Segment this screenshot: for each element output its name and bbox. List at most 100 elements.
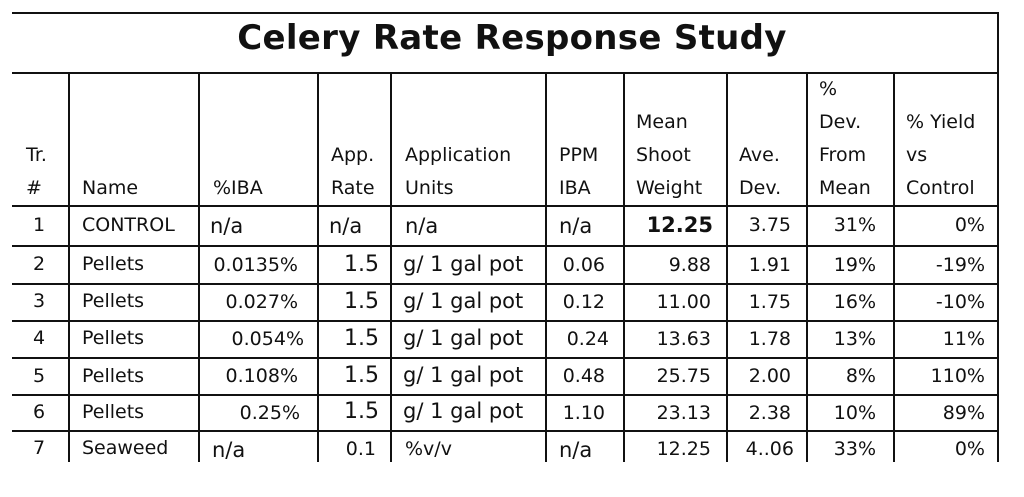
cell-iba: n/a bbox=[210, 214, 244, 238]
cell-rate: 1.5 bbox=[344, 252, 379, 277]
cell-units: %v/v bbox=[405, 438, 452, 460]
header-ave-dev: Ave. Dev. bbox=[739, 144, 782, 199]
col-divider bbox=[623, 72, 625, 462]
col-divider bbox=[317, 72, 319, 462]
header-divider bbox=[12, 205, 999, 207]
cell-ppm: 0.12 bbox=[562, 291, 605, 313]
header-iba: %IBA bbox=[213, 177, 263, 199]
cell-yield: 11% bbox=[942, 328, 985, 350]
cell-units: g/ 1 gal pot bbox=[403, 252, 524, 276]
col-divider bbox=[68, 72, 70, 462]
col-divider bbox=[806, 72, 808, 462]
cell-yield: 89% bbox=[942, 402, 985, 424]
header-pct-dev-from-mean: % Dev. From Mean bbox=[819, 78, 871, 199]
cell-tr: 5 bbox=[33, 365, 46, 387]
cell-ppm: 0.24 bbox=[566, 328, 609, 350]
cell-pctdev: 31% bbox=[833, 214, 876, 236]
cell-tr: 2 bbox=[33, 253, 46, 275]
row-divider bbox=[12, 320, 999, 322]
col-divider bbox=[726, 72, 728, 462]
cell-iba: 0.108% bbox=[225, 365, 298, 387]
cell-name: Seaweed bbox=[82, 437, 169, 459]
cell-pctdev: 19% bbox=[833, 254, 876, 276]
row-divider bbox=[12, 283, 999, 285]
cell-tr: 3 bbox=[33, 290, 46, 312]
cell-name: CONTROL bbox=[82, 214, 175, 236]
cell-ppm: n/a bbox=[559, 214, 593, 238]
cell-iba: n/a bbox=[212, 438, 246, 462]
cell-name: Pellets bbox=[82, 401, 145, 423]
col-divider bbox=[893, 72, 895, 462]
cell-tr: 6 bbox=[33, 401, 46, 423]
col-divider bbox=[545, 72, 547, 462]
cell-rate: 1.5 bbox=[344, 326, 379, 351]
cell-units: n/a bbox=[405, 214, 439, 238]
cell-rate: 1.5 bbox=[344, 289, 379, 314]
cell-pctdev: 33% bbox=[833, 438, 876, 460]
cell-ppm: 0.48 bbox=[562, 365, 605, 387]
cell-iba: 0.25% bbox=[239, 402, 300, 424]
cell-mean: 23.13 bbox=[656, 402, 711, 424]
cell-yield: 0% bbox=[954, 438, 985, 460]
cell-units: g/ 1 gal pot bbox=[403, 399, 524, 423]
cell-rate: 1.5 bbox=[344, 363, 379, 388]
cell-ppm: 1.10 bbox=[562, 402, 605, 424]
cell-yield: -10% bbox=[935, 291, 985, 313]
cell-pctdev: 10% bbox=[833, 402, 876, 424]
cell-iba: 0.027% bbox=[225, 291, 298, 313]
cell-tr: 4 bbox=[33, 327, 46, 349]
cell-name: Pellets bbox=[82, 327, 145, 349]
row-divider bbox=[12, 430, 999, 432]
cell-avedev: 1.78 bbox=[748, 328, 791, 350]
cell-avedev: 1.91 bbox=[748, 254, 791, 276]
cell-avedev: 3.75 bbox=[748, 214, 791, 236]
col-divider bbox=[390, 72, 392, 462]
cell-mean: 12.25 bbox=[656, 438, 711, 460]
row-divider bbox=[12, 357, 999, 359]
cell-yield: 0% bbox=[954, 214, 985, 236]
row-divider bbox=[12, 245, 999, 247]
right-border bbox=[997, 12, 999, 462]
header-ppm-iba: PPM IBA bbox=[559, 144, 599, 199]
header-tr: Tr. # bbox=[26, 144, 47, 199]
cell-ppm: 0.06 bbox=[562, 254, 605, 276]
cell-avedev: 1.75 bbox=[748, 291, 791, 313]
cell-rate: 1.5 bbox=[344, 399, 379, 424]
cell-pctdev: 8% bbox=[845, 365, 876, 387]
cell-mean: 9.88 bbox=[668, 254, 711, 276]
top-border bbox=[12, 12, 999, 14]
cell-tr: 1 bbox=[33, 214, 46, 236]
cell-mean: 12.25 bbox=[646, 213, 713, 237]
title-divider bbox=[12, 72, 999, 74]
cell-units: g/ 1 gal pot bbox=[403, 326, 524, 350]
cell-pctdev: 16% bbox=[833, 291, 876, 313]
cell-pctdev: 13% bbox=[833, 328, 876, 350]
cell-name: Pellets bbox=[82, 290, 145, 312]
cell-name: Pellets bbox=[82, 253, 145, 275]
cell-units: g/ 1 gal pot bbox=[403, 289, 524, 313]
cell-rate: n/a bbox=[329, 214, 363, 238]
cell-units: g/ 1 gal pot bbox=[403, 363, 524, 387]
cell-ppm: n/a bbox=[559, 438, 593, 462]
cell-yield: 110% bbox=[930, 365, 985, 387]
cell-name: Pellets bbox=[82, 365, 145, 387]
header-name: Name bbox=[82, 177, 139, 199]
cell-mean: 25.75 bbox=[656, 365, 711, 387]
cell-iba: 0.054% bbox=[231, 328, 304, 350]
cell-avedev: 4..06 bbox=[745, 438, 794, 460]
cell-tr: 7 bbox=[33, 437, 46, 459]
header-app-rate: App. Rate bbox=[331, 144, 375, 199]
header-pct-yield-vs-control: % Yield vs Control bbox=[906, 111, 976, 199]
cell-mean: 13.63 bbox=[656, 328, 711, 350]
cell-mean: 11.00 bbox=[656, 291, 711, 313]
cell-avedev: 2.38 bbox=[748, 402, 791, 424]
col-divider bbox=[198, 72, 200, 462]
table-title: Celery Rate Response Study bbox=[237, 18, 787, 58]
header-application-units: Application Units bbox=[405, 144, 512, 199]
cell-yield: -19% bbox=[935, 254, 985, 276]
cell-rate: 0.1 bbox=[345, 438, 376, 460]
row-divider bbox=[12, 394, 999, 396]
cell-iba: 0.0135% bbox=[213, 254, 298, 276]
header-mean-shoot-weight: Mean Shoot Weight bbox=[636, 111, 703, 199]
